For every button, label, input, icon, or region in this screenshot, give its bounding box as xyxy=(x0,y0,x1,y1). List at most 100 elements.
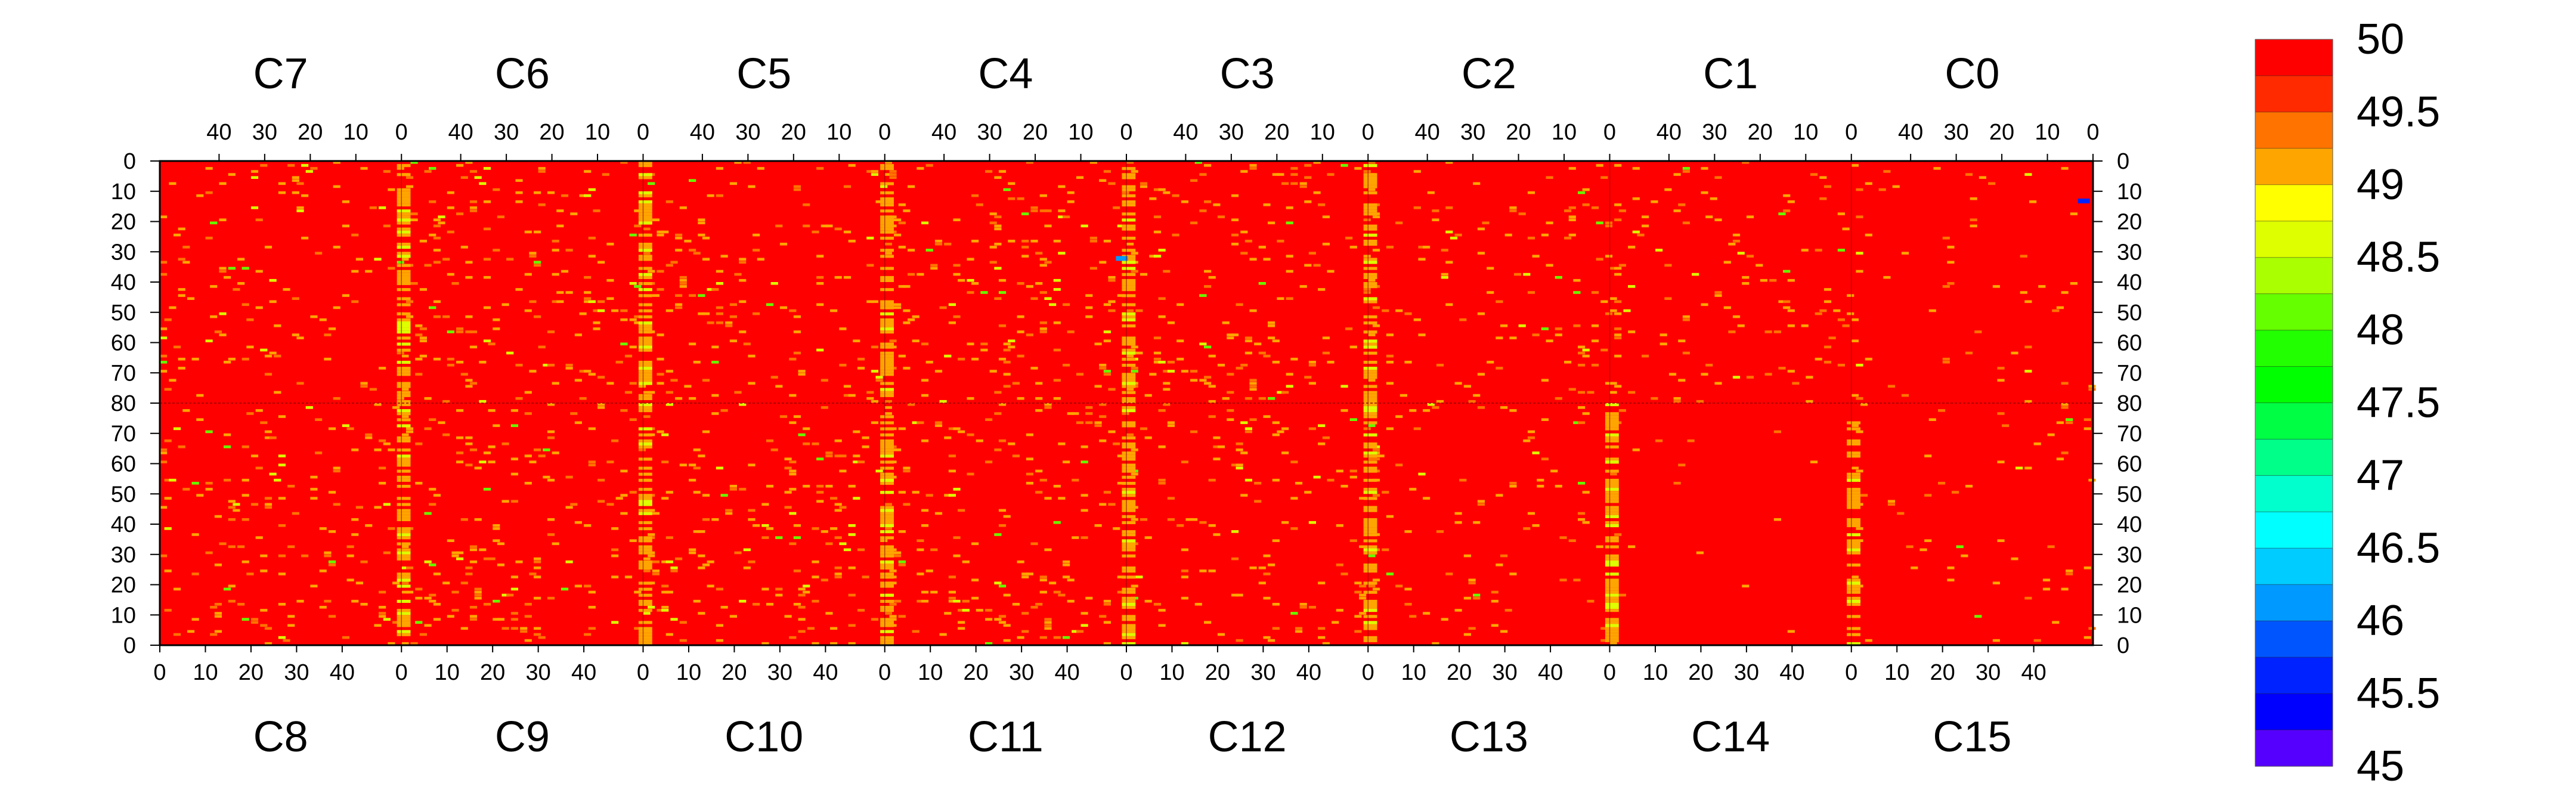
hot-column-cell xyxy=(880,221,894,225)
heatmap-cell xyxy=(1199,294,1207,297)
heatmap-cell xyxy=(1764,330,1772,333)
hot-column-cell xyxy=(397,246,411,249)
heatmap-cell xyxy=(1268,324,1275,327)
heatmap-cell xyxy=(278,463,286,467)
heatmap-cell xyxy=(2056,457,2064,460)
chip-label-bottom: C10 xyxy=(724,713,803,761)
hot-column-cell xyxy=(397,557,411,561)
hot-column-cell xyxy=(397,409,411,413)
heatmap-cell xyxy=(534,315,541,318)
hot-column-cell xyxy=(880,506,894,509)
heatmap-cell xyxy=(1190,518,1198,521)
hot-column-cell xyxy=(397,321,411,325)
heatmap-cell xyxy=(1108,275,1116,279)
heatmap-cell xyxy=(1509,209,1517,212)
heatmap-cell xyxy=(1044,297,1052,300)
heatmap-cell xyxy=(1039,578,1047,581)
x-tick-label-top: 20 xyxy=(1506,120,1531,145)
heatmap-cell xyxy=(648,391,655,394)
heatmap-cell xyxy=(1441,618,1448,621)
heatmap-cell xyxy=(287,164,295,167)
heatmap-cell xyxy=(1236,367,1243,370)
heatmap-cell xyxy=(219,270,227,273)
heatmap-cell xyxy=(812,527,819,530)
heatmap-cell xyxy=(488,460,496,463)
heatmap-cell xyxy=(565,560,573,564)
heatmap-cell xyxy=(998,170,1007,173)
heatmap-cell xyxy=(1527,236,1535,240)
heatmap-cell xyxy=(1395,309,1403,312)
heatmap-cell xyxy=(210,285,218,288)
heatmap-cell xyxy=(648,270,655,273)
heatmap-cell xyxy=(1783,270,1791,273)
heatmap-cell xyxy=(584,291,592,294)
hot-column-cell xyxy=(1605,500,1619,503)
heatmap-cell xyxy=(1372,494,1380,497)
heatmap-cell xyxy=(287,545,295,549)
hot-column-cell xyxy=(1363,391,1377,394)
heatmap-cell xyxy=(921,524,929,527)
hot-column-cell xyxy=(1847,427,1860,431)
x-tick-label-bottom: 30 xyxy=(1250,660,1275,685)
heatmap-cell xyxy=(1044,406,1052,409)
hot-column-cell xyxy=(638,442,652,446)
heatmap-cell xyxy=(930,264,938,267)
heatmap-cell xyxy=(360,167,368,170)
heatmap-cell xyxy=(1332,621,1339,624)
heatmap-cell xyxy=(1103,240,1111,243)
heatmap-cell xyxy=(397,351,404,355)
heatmap-cell xyxy=(1500,554,1508,558)
heatmap-cell xyxy=(953,218,961,221)
heatmap-cell xyxy=(894,599,902,603)
heatmap-cell xyxy=(451,554,459,558)
heatmap-cell xyxy=(1103,603,1111,606)
heatmap-cell xyxy=(1564,361,1572,364)
heatmap-cell xyxy=(675,236,683,240)
heatmap-cell xyxy=(524,391,532,394)
heatmap-cell xyxy=(469,170,478,173)
heatmap-cell xyxy=(1199,521,1207,524)
heatmap-cell xyxy=(753,249,760,252)
hot-column-cell xyxy=(880,439,894,442)
heatmap-cell xyxy=(1614,336,1622,339)
x-tick-label-bottom: 10 xyxy=(1401,660,1426,685)
heatmap-cell xyxy=(962,609,970,612)
heatmap-cell xyxy=(1792,382,1800,385)
heatmap-cell xyxy=(479,400,487,403)
heatmap-cell xyxy=(903,309,911,312)
heatmap-cell xyxy=(2024,400,2032,403)
heatmap-cell xyxy=(210,606,218,609)
hot-column-cell xyxy=(1847,439,1860,442)
heatmap-cell xyxy=(1773,330,1781,333)
heatmap-cell xyxy=(483,451,491,454)
heatmap-cell xyxy=(898,615,906,618)
heatmap-cell xyxy=(698,554,705,558)
heatmap-cell xyxy=(1942,361,1950,364)
hot-column-cell xyxy=(1363,400,1377,403)
heatmap-cell xyxy=(451,609,459,612)
heatmap-cell xyxy=(1322,336,1330,339)
heatmap-cell xyxy=(1609,267,1617,270)
heatmap-cell xyxy=(534,264,541,267)
heatmap-cell xyxy=(1080,224,1088,228)
heatmap-cell xyxy=(798,630,806,633)
heatmap-cell xyxy=(770,376,778,379)
heatmap-cell xyxy=(1382,491,1389,494)
heatmap-cell xyxy=(1865,233,1872,237)
hot-column-cell xyxy=(397,599,411,603)
heatmap-cell xyxy=(1240,494,1248,497)
heatmap-cell xyxy=(766,303,774,307)
heatmap-cell xyxy=(917,599,924,603)
heatmap-cell xyxy=(1345,327,1353,330)
heatmap-cell xyxy=(360,603,368,606)
heatmap-cell xyxy=(994,227,1002,231)
heatmap-cell xyxy=(1167,497,1175,500)
hot-column-cell xyxy=(397,503,411,506)
hot-column-cell xyxy=(638,267,652,270)
heatmap-cell xyxy=(1532,333,1540,336)
heatmap-cell xyxy=(529,460,537,463)
heatmap-cell xyxy=(857,367,865,370)
heatmap-cell xyxy=(556,209,564,212)
heatmap-cell xyxy=(998,584,1007,588)
heatmap-cell xyxy=(415,442,423,445)
